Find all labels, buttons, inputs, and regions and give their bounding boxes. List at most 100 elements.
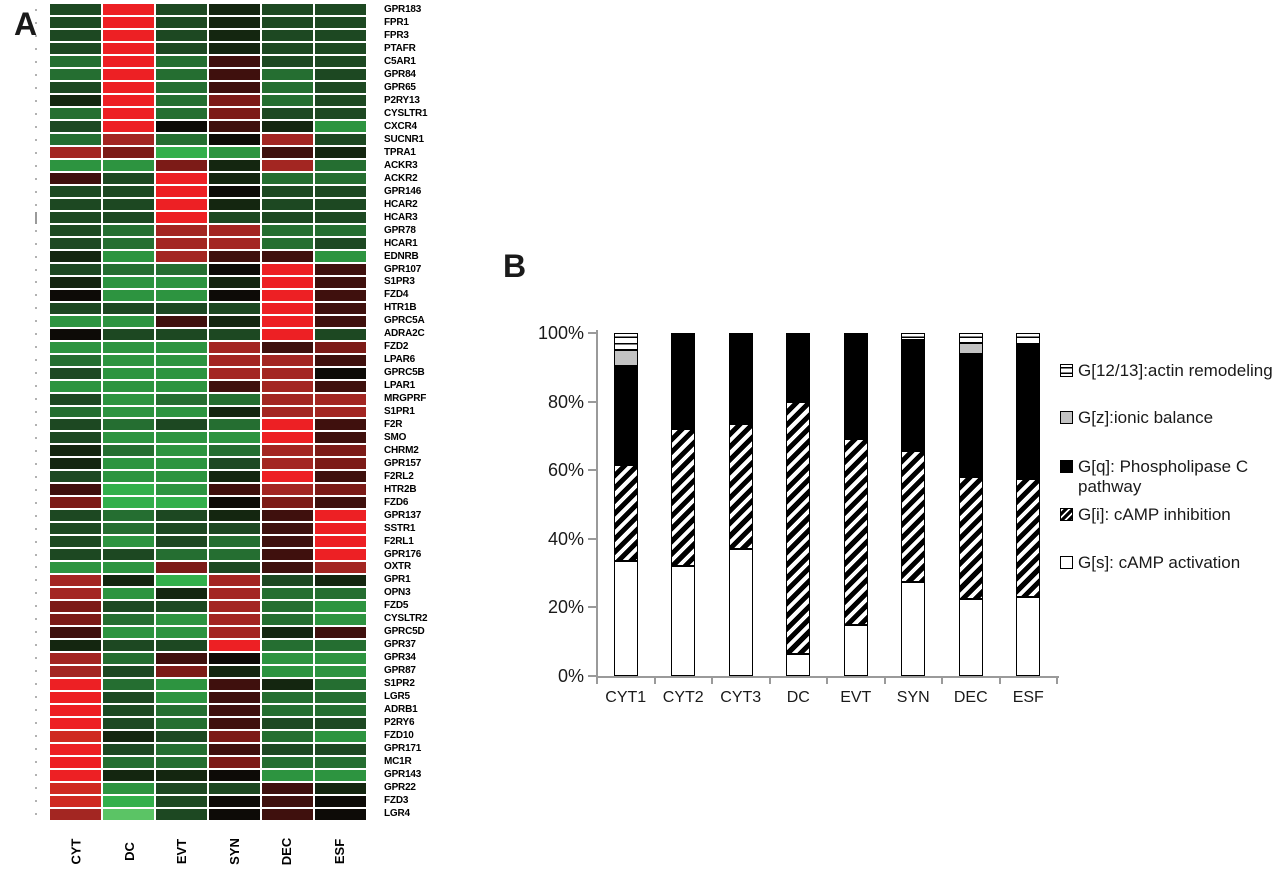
heatmap-cell-GPR146-EVT	[156, 185, 207, 197]
heatmap-cell-HTR1B-CYT	[50, 302, 101, 314]
heatmap-cell-CHRM2-SYN	[209, 445, 260, 457]
heatmap-cell-MC1R-DC	[103, 757, 154, 769]
x-tick-label-CYT2: CYT2	[662, 689, 704, 706]
dendrogram-dot	[35, 9, 37, 12]
heatmap-row-label-FZD2: FZD2	[384, 341, 409, 353]
heatmap-cell-FZD3-EVT	[156, 796, 207, 808]
heatmap-cell-P2RY13-EVT	[156, 94, 207, 106]
heatmap-cell-CXCR4-CYT	[50, 120, 101, 132]
heatmap-cell-FZD3-DEC	[262, 796, 313, 808]
dendrogram-tick-slot	[32, 419, 40, 432]
heatmap-cell-HCAR1-EVT	[156, 237, 207, 249]
heatmap-cell-GPR37-EVT	[156, 640, 207, 652]
dendrogram-tick-slot	[32, 470, 40, 483]
heatmap-row-label-FZD3: FZD3	[384, 794, 409, 806]
heatmap-cell-PTAFR-SYN	[209, 42, 260, 54]
heatmap-cell-HTR1B-DC	[103, 302, 154, 314]
x-tick-mark	[826, 676, 828, 684]
heatmap-cell-HTR1B-SYN	[209, 302, 260, 314]
heatmap-cell-FPR1-CYT	[50, 16, 101, 28]
heatmap-cell-SMO-DC	[103, 432, 154, 444]
heatmap-cell-CYSLTR2-DC	[103, 614, 154, 626]
dendrogram-dot	[35, 423, 37, 426]
heatmap-row-label-SSTR1: SSTR1	[384, 522, 416, 534]
heatmap-cell-ADRA2C-SYN	[209, 328, 260, 340]
heatmap-cell-ADRB1-SYN	[209, 705, 260, 717]
heatmap-cell-GPR143-EVT	[156, 770, 207, 782]
heatmap-cell-GPR171-DC	[103, 744, 154, 756]
heatmap-cell-GPR171-CYT	[50, 744, 101, 756]
heatmap-cell-TPRA1-DEC	[262, 146, 313, 158]
heatmap-row-label-GPR37: GPR37	[384, 639, 416, 651]
heatmap-cell-F2RL2-ESF	[315, 471, 366, 483]
heatmap-cell-MRGPRF-ESF	[315, 393, 366, 405]
heatmap-cell-GPRC5B-DEC	[262, 367, 313, 379]
heatmap-cell-GPR137-EVT	[156, 510, 207, 522]
heatmap-cell-FZD3-SYN	[209, 796, 260, 808]
heatmap-cell-FPR3-DEC	[262, 29, 313, 41]
heatmap-cell-S1PR2-ESF	[315, 679, 366, 691]
dendrogram-dot	[35, 346, 37, 349]
heatmap-row-label-CXCR4: CXCR4	[384, 121, 417, 133]
dendrogram-tick-slot	[32, 82, 40, 95]
bar-segment-CYT3-G[q]: Phospholipase C pathway	[728, 333, 753, 424]
heatmap-cell-FZD5-EVT	[156, 601, 207, 613]
panel-b-label: B	[503, 248, 527, 284]
x-tick-mark	[998, 676, 1001, 684]
heatmap-cell-S1PR1-SYN	[209, 406, 260, 418]
heatmap-col-label-slot: SYN	[208, 826, 261, 878]
heatmap-cell-P2RY13-DEC	[262, 94, 313, 106]
heatmap-cell-GPR157-CYT	[50, 458, 101, 470]
dendrogram-tick-slot	[32, 457, 40, 470]
dendrogram-dot	[35, 579, 37, 582]
dendrogram-tick-slot	[32, 108, 40, 121]
heatmap-cell-FZD5-DEC	[262, 601, 313, 613]
heatmap-cell-C5AR1-DEC	[262, 55, 313, 67]
dendrogram-tick-slot	[32, 172, 40, 185]
dendrogram-tick-slot	[32, 742, 40, 755]
heatmap-cell-GPRC5A-DEC	[262, 315, 313, 327]
heatmap-cell-MC1R-ESF	[315, 757, 366, 769]
dendrogram-dot	[35, 475, 37, 478]
heatmap-cell-OXTR-EVT	[156, 562, 207, 574]
heatmap-cell-FZD6-ESF	[315, 497, 366, 509]
heatmap-cell-HCAR2-EVT	[156, 198, 207, 210]
legend-item-hatch: G[i]: cAMP inhibition	[1060, 505, 1231, 525]
heatmap-row-label-EDNRB: EDNRB	[384, 250, 419, 262]
heatmap-row-label-GPR78: GPR78	[384, 224, 416, 236]
heatmap-cell-GPR37-SYN	[209, 640, 260, 652]
heatmap-cell-GPR146-SYN	[209, 185, 260, 197]
heatmap-cell-ACKR2-DEC	[262, 172, 313, 184]
dendrogram-tick-slot	[32, 548, 40, 561]
dendrogram-tick-slot	[32, 496, 40, 509]
heatmap-cell-FZD10-DEC	[262, 731, 313, 743]
heatmap-row-label-LGR4: LGR4	[384, 807, 410, 819]
legend-label: G[z]:ionic balance	[1078, 408, 1214, 427]
dendrogram-tick-slot	[32, 393, 40, 406]
x-tick-mark	[1056, 676, 1058, 684]
heatmap-col-label-CYT: CYT	[68, 838, 84, 865]
bar-ESF	[1016, 333, 1041, 676]
heatmap-cell-GPR22-ESF	[315, 783, 366, 795]
dendrogram-dot	[35, 385, 37, 388]
dendrogram-tick-slot	[32, 678, 40, 691]
heatmap-cell-GPRC5B-CYT	[50, 367, 101, 379]
heatmap-cell-OXTR-CYT	[50, 562, 101, 574]
heatmap-cell-FZD6-EVT	[156, 497, 207, 509]
dendrogram-tick-slot	[32, 613, 40, 626]
heatmap-cell-S1PR1-DEC	[262, 406, 313, 418]
bar-segment-EVT-G[q]: Phospholipase C pathway	[843, 333, 868, 440]
legend-swatch-white-icon	[1060, 556, 1073, 569]
heatmap-row-label-GPR143: GPR143	[384, 768, 422, 780]
heatmap-col-label-slot: DEC	[261, 826, 314, 878]
dendrogram-dot	[35, 618, 37, 621]
heatmap-cell-HCAR2-DC	[103, 198, 154, 210]
heatmap-cell-GPR22-EVT	[156, 783, 207, 795]
dendrogram-tick-slot	[32, 224, 40, 237]
heatmap-cell-LPAR1-ESF	[315, 380, 366, 392]
heatmap-cell-EDNRB-CYT	[50, 250, 101, 262]
heatmap-cell-GPR137-DC	[103, 510, 154, 522]
dendrogram-dot	[35, 605, 37, 608]
heatmap-cell-HTR1B-ESF	[315, 302, 366, 314]
bar-segment-CYT2-G[i]: cAMP inhibition	[671, 429, 696, 567]
